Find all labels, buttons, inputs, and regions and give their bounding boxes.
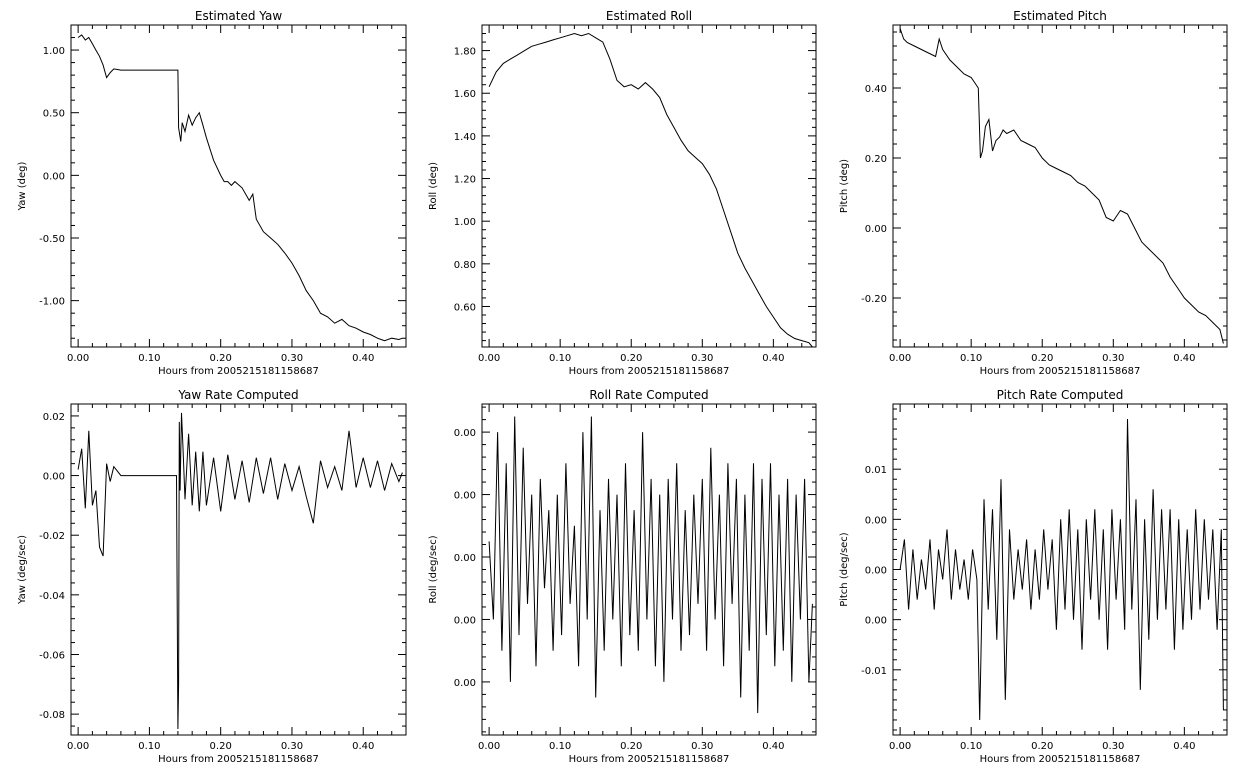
x-axis-label: Hours from 2005215181158687 bbox=[980, 754, 1141, 765]
plot-frame bbox=[481, 403, 817, 736]
x-tick-label: 0.30 bbox=[1102, 741, 1124, 752]
x-tick-label: 0.10 bbox=[138, 741, 160, 752]
x-tick-label: 0.00 bbox=[478, 741, 500, 752]
x-tick-label: 0.40 bbox=[762, 353, 784, 364]
x-tick-label: 0.00 bbox=[889, 353, 911, 364]
y-tick-label: 0.40 bbox=[865, 84, 887, 95]
y-axis-label: Roll (deg) bbox=[428, 162, 439, 210]
y-tick-label: 0.50 bbox=[43, 109, 65, 120]
x-tick-label: 0.30 bbox=[281, 741, 303, 752]
x-axis-label: Hours from 2005215181158687 bbox=[569, 754, 730, 765]
y-tick-label: 0.00 bbox=[865, 616, 887, 627]
panel-title: Estimated Pitch bbox=[1013, 9, 1107, 23]
panel-title: Estimated Yaw bbox=[195, 9, 282, 23]
panel-roll: 0.00 0.10 0.20 0.30 0.40 0.60 0.80 1.00 1.20 1.40… bbox=[428, 9, 817, 377]
series-line-pitch-rate bbox=[899, 418, 1224, 721]
y-tick-label: 0.00 bbox=[43, 171, 65, 182]
y-tick-label: 0.60 bbox=[454, 302, 476, 313]
series-line-yaw-rate bbox=[77, 412, 403, 730]
y-tick-label: -0.04 bbox=[39, 591, 65, 602]
y-tick-label: 0.00 bbox=[454, 615, 476, 626]
series-line-roll-rate bbox=[488, 416, 813, 714]
y-tick-label: 0.20 bbox=[865, 154, 887, 165]
y-tick-label: -0.06 bbox=[39, 650, 65, 661]
y-axis-label: Yaw (deg) bbox=[17, 161, 28, 211]
plot-frame bbox=[70, 24, 407, 348]
panel-pitch-rate: 0.00 0.10 0.20 0.30 0.40 -0.01 0.00 0.00 0.00 0.0… bbox=[839, 388, 1228, 765]
x-tick-label: 0.00 bbox=[478, 353, 500, 364]
x-tick-label: 0.40 bbox=[762, 741, 784, 752]
y-tick-label: 0.00 bbox=[865, 224, 887, 235]
y-tick-label: -0.08 bbox=[39, 710, 65, 721]
panel-roll-rate: 0.00 0.10 0.20 0.30 0.40 0.00 0.00 0.00 0.00 0.00… bbox=[428, 388, 817, 765]
x-tick-label: 0.40 bbox=[1173, 353, 1195, 364]
x-tick-label: 0.20 bbox=[210, 741, 232, 752]
panel-yaw: 0.00 0.10 0.20 0.30 0.40 -1.00 -0.50 0.00 0.50 1.… bbox=[17, 9, 407, 377]
x-tick-label: 0.20 bbox=[620, 353, 642, 364]
x-tick-label: 0.20 bbox=[210, 353, 232, 364]
x-tick-label: 0.40 bbox=[352, 741, 374, 752]
x-tick-label: 0.40 bbox=[1173, 741, 1195, 752]
x-tick-label: 0.00 bbox=[67, 353, 89, 364]
x-tick-label: 0.10 bbox=[549, 741, 571, 752]
x-tick-label: 0.30 bbox=[1102, 353, 1124, 364]
y-tick-label: 1.80 bbox=[454, 47, 476, 58]
x-tick-label: 0.40 bbox=[352, 353, 374, 364]
y-tick-label: 1.00 bbox=[454, 217, 476, 228]
y-tick-label: 1.40 bbox=[454, 132, 476, 143]
y-tick-label: 0.00 bbox=[865, 566, 887, 577]
series-line-pitch bbox=[899, 28, 1224, 344]
y-axis-label: Pitch (deg/sec) bbox=[839, 532, 850, 607]
panel-title: Pitch Rate Computed bbox=[997, 388, 1124, 402]
y-tick-label: 1.20 bbox=[454, 175, 476, 186]
y-tick-label: 0.00 bbox=[454, 491, 476, 502]
y-tick-label: 0.01 bbox=[865, 465, 887, 476]
y-tick-label: 0.80 bbox=[454, 260, 476, 271]
y-tick-label: 0.02 bbox=[43, 412, 65, 423]
x-tick-label: 0.30 bbox=[691, 741, 713, 752]
y-tick-label: -0.02 bbox=[39, 531, 65, 542]
y-tick-label: 0.00 bbox=[454, 428, 476, 439]
plot-frame bbox=[481, 24, 817, 348]
panel-title: Yaw Rate Computed bbox=[177, 388, 298, 402]
panel-yaw-rate: 0.00 0.10 0.20 0.30 0.40 -0.08 -0.06 -0.04 -0.02… bbox=[17, 388, 407, 765]
x-axis-label: Hours from 2005215181158687 bbox=[980, 366, 1141, 377]
x-tick-label: 0.20 bbox=[1031, 741, 1053, 752]
y-tick-label: -0.50 bbox=[39, 234, 65, 245]
y-axis-label: Yaw (deg/sec) bbox=[17, 535, 28, 605]
panel-title: Roll Rate Computed bbox=[589, 388, 708, 402]
x-tick-label: 0.30 bbox=[691, 353, 713, 364]
x-axis-label: Hours from 2005215181158687 bbox=[158, 366, 319, 377]
y-tick-label: 1.00 bbox=[43, 46, 65, 57]
y-axis-label: Pitch (deg) bbox=[839, 159, 850, 213]
x-axis-label: Hours from 2005215181158687 bbox=[569, 366, 730, 377]
x-tick-label: 0.00 bbox=[67, 741, 89, 752]
series-line-yaw bbox=[77, 34, 403, 342]
x-tick-label: 0.20 bbox=[1031, 353, 1053, 364]
x-tick-label: 0.00 bbox=[889, 741, 911, 752]
x-axis-label: Hours from 2005215181158687 bbox=[158, 754, 319, 765]
panel-title: Estimated Roll bbox=[606, 9, 692, 23]
y-tick-label: 0.00 bbox=[454, 553, 476, 564]
y-tick-label: 0.00 bbox=[454, 678, 476, 689]
x-tick-label: 0.10 bbox=[960, 741, 982, 752]
y-tick-label: -0.20 bbox=[861, 294, 887, 305]
x-tick-label: 0.10 bbox=[138, 353, 160, 364]
y-tick-label: -0.01 bbox=[861, 666, 887, 677]
x-tick-label: 0.30 bbox=[281, 353, 303, 364]
y-tick-label: 0.00 bbox=[43, 472, 65, 483]
y-axis-label: Roll (deg/sec) bbox=[428, 535, 439, 603]
x-tick-label: 0.10 bbox=[549, 353, 571, 364]
plot-frame bbox=[892, 24, 1228, 348]
y-tick-label: 0.00 bbox=[865, 515, 887, 526]
x-tick-label: 0.10 bbox=[960, 353, 982, 364]
y-tick-label: -1.00 bbox=[39, 297, 65, 308]
x-tick-label: 0.20 bbox=[620, 741, 642, 752]
y-tick-label: 1.60 bbox=[454, 89, 476, 100]
panel-pitch: 0.00 0.10 0.20 0.30 0.40 -0.20 0.00 0.20 0.40 Est… bbox=[839, 9, 1228, 377]
series-line-roll bbox=[488, 32, 813, 348]
plot-frame bbox=[70, 403, 407, 736]
